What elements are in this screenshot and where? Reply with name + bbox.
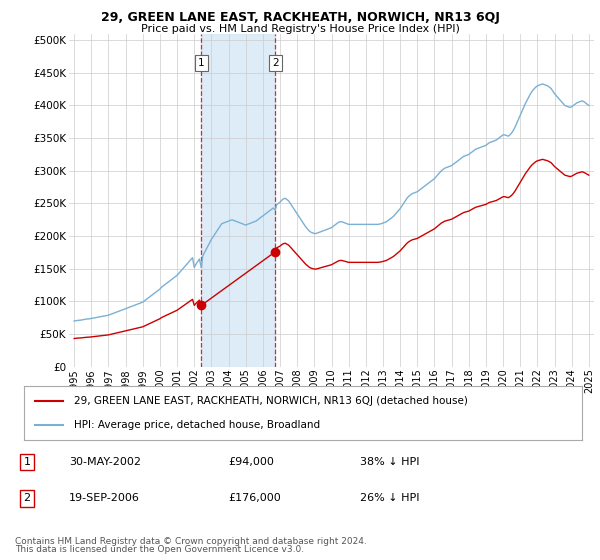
Text: 30-MAY-2002: 30-MAY-2002 bbox=[69, 457, 141, 467]
Text: 1: 1 bbox=[23, 457, 31, 467]
Text: 1: 1 bbox=[198, 58, 205, 68]
Text: HPI: Average price, detached house, Broadland: HPI: Average price, detached house, Broa… bbox=[74, 419, 320, 430]
Bar bbox=[201, 34, 275, 367]
Text: £176,000: £176,000 bbox=[228, 493, 281, 503]
Text: This data is licensed under the Open Government Licence v3.0.: This data is licensed under the Open Gov… bbox=[15, 545, 304, 554]
Text: £94,000: £94,000 bbox=[228, 457, 274, 467]
Text: Contains HM Land Registry data © Crown copyright and database right 2024.: Contains HM Land Registry data © Crown c… bbox=[15, 537, 367, 546]
Text: 2: 2 bbox=[272, 58, 278, 68]
Text: 29, GREEN LANE EAST, RACKHEATH, NORWICH, NR13 6QJ (detached house): 29, GREEN LANE EAST, RACKHEATH, NORWICH,… bbox=[74, 396, 468, 407]
Text: 2: 2 bbox=[23, 493, 31, 503]
Text: 19-SEP-2006: 19-SEP-2006 bbox=[69, 493, 140, 503]
Text: 26% ↓ HPI: 26% ↓ HPI bbox=[360, 493, 419, 503]
Text: 29, GREEN LANE EAST, RACKHEATH, NORWICH, NR13 6QJ: 29, GREEN LANE EAST, RACKHEATH, NORWICH,… bbox=[101, 11, 499, 24]
Text: Price paid vs. HM Land Registry's House Price Index (HPI): Price paid vs. HM Land Registry's House … bbox=[140, 24, 460, 34]
Text: 38% ↓ HPI: 38% ↓ HPI bbox=[360, 457, 419, 467]
